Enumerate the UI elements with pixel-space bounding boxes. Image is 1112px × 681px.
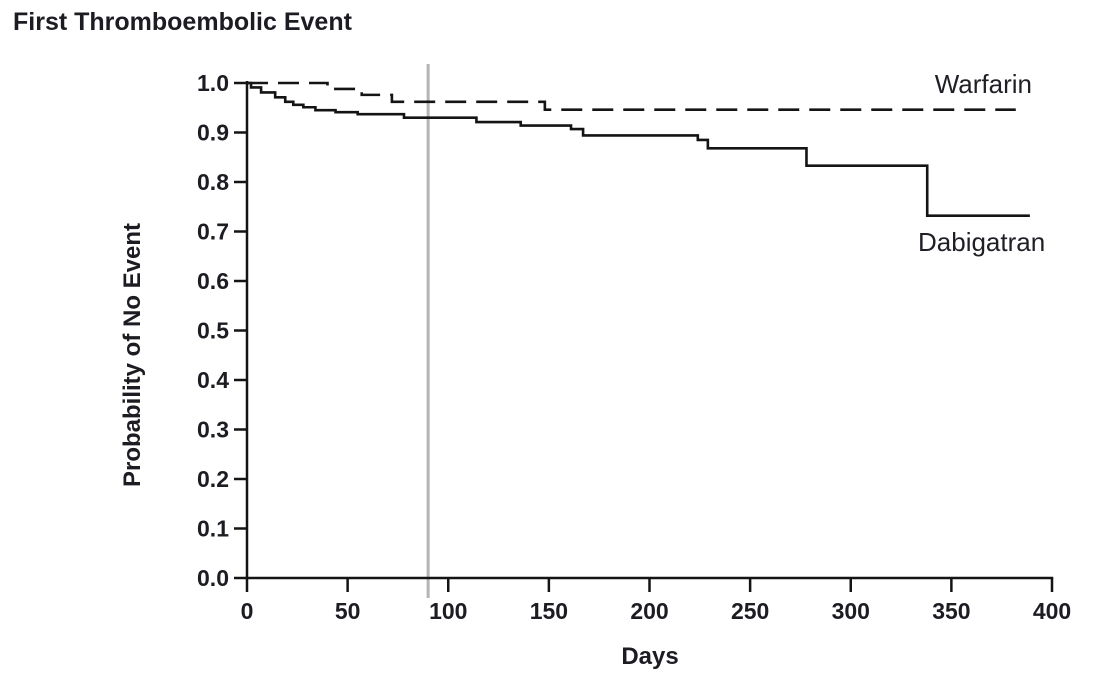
x-axis-label: Days	[621, 643, 679, 670]
x-tick-label: 350	[932, 598, 970, 624]
x-tick-label: 0	[241, 598, 254, 624]
y-tick-label: 0.8	[197, 169, 229, 195]
x-tick-label: 100	[429, 598, 467, 624]
y-tick-label: 0.1	[197, 516, 229, 542]
x-tick-label: 200	[630, 598, 668, 624]
y-tick-label: 0.4	[197, 367, 229, 393]
y-tick-label: 0.0	[197, 565, 229, 591]
x-tick-label: 400	[1033, 598, 1071, 624]
chart-title: First Thromboembolic Event	[13, 8, 352, 36]
y-tick-label: 1.0	[197, 70, 229, 96]
curve-dabigatran	[247, 81, 1030, 217]
y-tick-label: 0.6	[197, 268, 229, 294]
y-axis-label: Probability of No Event	[119, 222, 146, 488]
x-tick-label: 250	[731, 598, 769, 624]
x-tick-label: 50	[335, 598, 361, 624]
x-tick-label: 150	[530, 598, 568, 624]
y-tick-label: 0.9	[197, 120, 229, 146]
x-tick-label: 300	[832, 598, 870, 624]
y-tick-label: 0.2	[197, 466, 229, 492]
y-tick-label: 0.3	[197, 417, 229, 443]
series-label-dabigatran: Dabigatran	[918, 227, 1046, 257]
y-tick-label: 0.5	[197, 318, 229, 344]
curve-warfarin	[247, 81, 1016, 112]
series-label-warfarin: Warfarin	[934, 69, 1032, 99]
y-tick-label: 0.7	[197, 219, 229, 245]
